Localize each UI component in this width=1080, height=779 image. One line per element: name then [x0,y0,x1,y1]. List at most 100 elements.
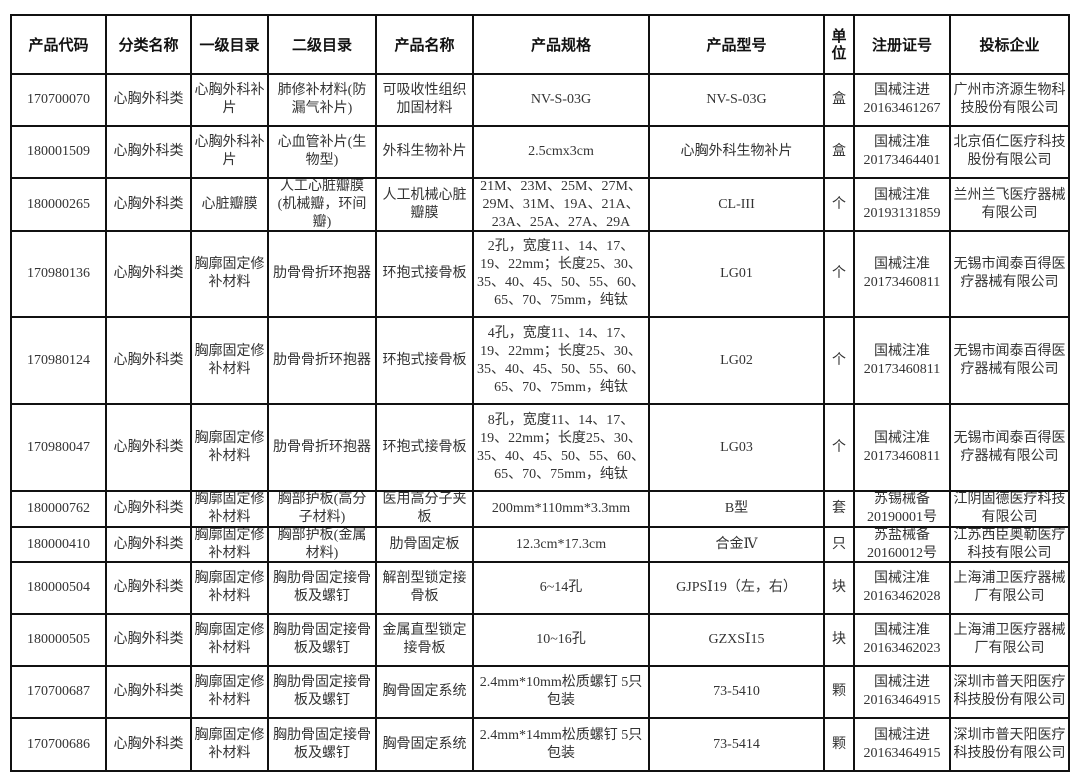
header-product-name: 产品名称 [375,14,474,75]
cell-reg-no: 国械注进20163464915 [853,665,951,719]
cell-product-code: 180000504 [10,561,107,615]
level2-text: 胸部护板(高分子材料) [277,492,367,525]
cell-company: 江苏西臣奥勒医疗科技有限公司 [949,526,1070,563]
cell-unit: 只 [823,526,855,563]
product-name-text: 胸骨固定系统 [382,736,467,752]
company-text: 深圳市普天阳医疗科技股份有限公司 [953,727,1066,761]
company-text: 江苏西臣奥勒医疗科技有限公司 [953,528,1066,561]
cell-category: 心胸外科类 [105,73,192,127]
cell-level2: 胸肋骨固定接骨板及螺钉 [267,613,377,667]
cell-spec: 10~16孔 [472,613,650,667]
company-text: 广州市济源生物科技股份有限公司 [953,83,1066,116]
spec-text: 2孔，宽度11、14、17、19、22mm；长度25、30、35、40、45、5… [477,239,645,308]
header-category: 分类名称 [105,14,192,75]
company-text: 无锡市闻泰百得医疗器械有限公司 [953,343,1066,377]
cell-product-code: 180000410 [10,526,107,563]
product-code-text: 180000504 [27,580,90,595]
cell-company: 北京佰仁医疗科技股份有限公司 [949,125,1070,179]
product-code-text: 170700686 [27,736,90,752]
cell-unit: 个 [823,177,855,232]
cell-category: 心胸外科类 [105,561,192,615]
unit-text: 个 [832,352,846,368]
cell-spec: 4孔，宽度11、14、17、19、22mm；长度25、30、35、40、45、5… [472,316,650,405]
cell-level2: 肋骨骨折环抱器 [267,403,377,492]
level1-text: 胸廓固定修补材料 [194,528,265,561]
header-level2: 二级目录 [267,14,377,75]
cell-company: 深圳市普天阳医疗科技股份有限公司 [949,717,1070,772]
category-text: 心胸外科类 [113,352,184,368]
cell-category: 心胸外科类 [105,613,192,667]
cell-level1: 胸廓固定修补材料 [190,316,269,405]
table-row: 170980124 心胸外科类 胸廓固定修补材料 肋骨骨折环抱器 环抱式接骨板 4孔，宽度… [10,316,1070,405]
product-code-text: 180000762 [27,501,90,516]
cell-reg-no: 国械注准20173460811 [853,403,951,492]
cell-model: LG01 [648,230,825,318]
reg-no-text: 国械注准20193131859 [863,187,941,221]
cell-unit: 个 [823,316,855,405]
cell-spec: 12.3cm*17.3cm [472,526,650,563]
cell-product-name: 肋骨固定板 [375,526,474,563]
cell-model: GZXSⅠ15 [648,613,825,667]
company-text: 上海浦卫医疗器械厂有限公司 [953,571,1066,604]
cell-unit: 颗 [823,665,855,719]
unit-text: 块 [832,580,846,595]
product-name-text: 环抱式接骨板 [382,266,467,281]
cell-product-code: 170700686 [10,717,107,772]
header-row: 产品代码 分类名称 一级目录 二级目录 产品名称 产品规格 产品型号 单位 注册… [10,14,1070,75]
cell-reg-no: 苏盐械备20160012号 [853,526,951,563]
level2-text: 胸肋骨固定接骨板及螺钉 [273,727,371,761]
cell-unit: 颗 [823,717,855,772]
cell-reg-no: 国械注进20163464915 [853,717,951,772]
reg-no-text: 国械注准20173460811 [863,343,941,377]
cell-reg-no: 国械注准20193131859 [853,177,951,232]
cell-category: 心胸外科类 [105,665,192,719]
level1-text: 胸廓固定修补材料 [194,623,265,656]
cell-level1: 胸廓固定修补材料 [190,230,269,318]
cell-model: LG02 [648,316,825,405]
cell-product-name: 环抱式接骨板 [375,230,474,318]
company-text: 北京佰仁医疗科技股份有限公司 [953,135,1066,168]
category-text: 心胸外科类 [113,439,184,455]
cell-product-code: 170700687 [10,665,107,719]
cell-spec: 6~14孔 [472,561,650,615]
category-text: 心胸外科类 [113,92,184,107]
reg-no-text: 国械注准20163462028 [863,571,941,604]
product-name-text: 肋骨固定板 [389,536,460,552]
cell-product-code: 170980136 [10,230,107,318]
product-name-text: 解剖型锁定接骨板 [382,571,467,604]
cell-unit: 块 [823,561,855,615]
reg-no-text: 国械注准20173464401 [863,135,941,168]
cell-company: 兰州兰飞医疗器械有限公司 [949,177,1070,232]
product-code-text: 180000265 [27,196,90,212]
cell-level2: 胸肋骨固定接骨板及螺钉 [267,561,377,615]
reg-no-text: 国械注准20173460811 [863,430,941,464]
cell-level2: 肋骨骨折环抱器 [267,230,377,318]
reg-no-text: 国械注进20163464915 [863,727,941,761]
cell-reg-no: 国械注准20173460811 [853,316,951,405]
model-text: 合金Ⅳ [715,536,758,552]
header-company: 投标企业 [949,14,1070,75]
model-text: GJPSⅠ19（左，右） [676,580,797,595]
unit-text: 个 [832,196,846,212]
product-code-text: 180001509 [27,144,90,159]
unit-text: 颗 [832,736,846,752]
unit-text: 盒 [832,144,846,159]
table-row: 170700686 心胸外科类 胸廓固定修补材料 胸肋骨固定接骨板及螺钉 胸骨固定系统 2… [10,717,1070,772]
cell-level1: 胸廓固定修补材料 [190,561,269,615]
cell-level2: 胸肋骨固定接骨板及螺钉 [267,717,377,772]
model-text: LG01 [720,266,753,281]
level2-text: 胸部护板(金属材料) [277,528,367,561]
cell-company: 广州市济源生物科技股份有限公司 [949,73,1070,127]
cell-model: GJPSⅠ19（左，右） [648,561,825,615]
level1-text: 胸廓固定修补材料 [194,492,265,525]
cell-model: CL-III [648,177,825,232]
level2-text: 肋骨骨折环抱器 [273,352,371,368]
company-text: 无锡市闻泰百得医疗器械有限公司 [953,257,1066,290]
cell-product-code: 180000505 [10,613,107,667]
category-text: 心胸外科类 [113,144,184,159]
product-name-text: 胸骨固定系统 [382,684,467,699]
cell-product-code: 180000762 [10,490,107,528]
cell-level1: 胸廓固定修补材料 [190,717,269,772]
unit-text: 只 [832,536,846,552]
product-code-text: 170980124 [27,352,90,368]
